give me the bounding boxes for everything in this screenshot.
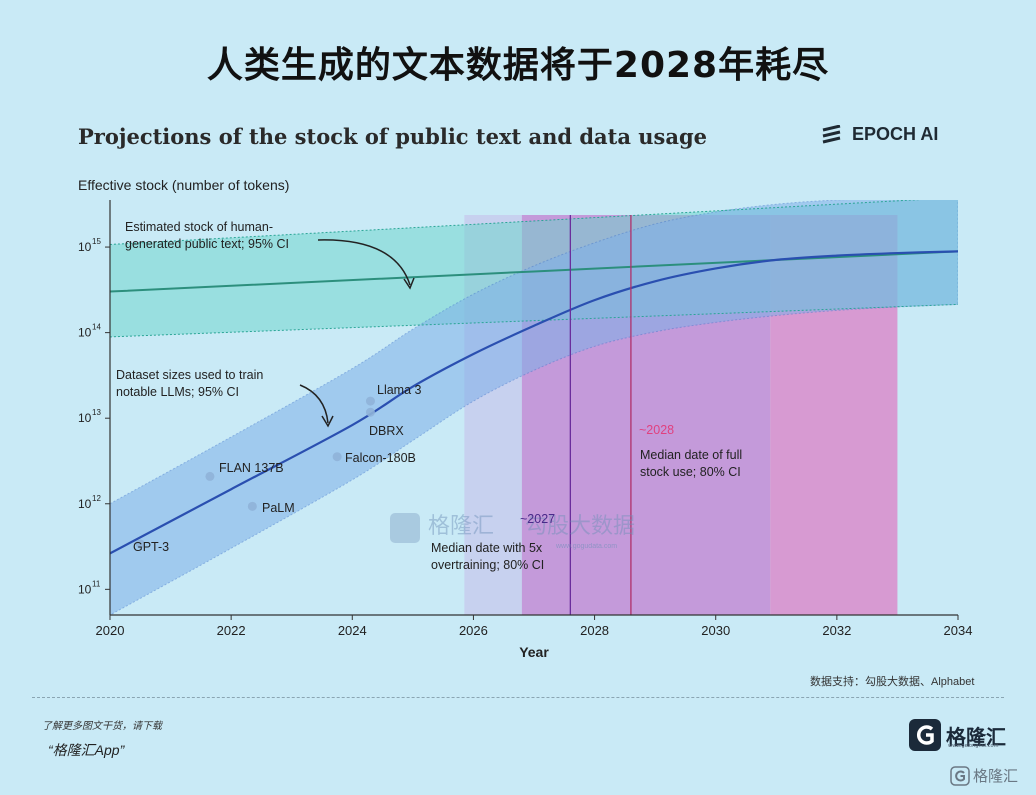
stock-annotation-line2: generated public text; 95% CI (125, 237, 289, 251)
x-tick-label: 2026 (459, 623, 488, 638)
footer-app-name: “格隆汇App” (48, 742, 125, 758)
marker-label-2028: ~2028 (639, 423, 674, 437)
x-tick-label: 2024 (338, 623, 367, 638)
y-tick-label: 10 (78, 411, 92, 425)
x-tick-label: 2028 (580, 623, 609, 638)
gelonghui-logo-icon (909, 719, 941, 751)
overtraining-annotation-line1: Median date with 5x (431, 541, 543, 555)
stock-annotation-arrow (317, 239, 411, 286)
fulluse-annotation-line1: Median date of full (640, 448, 742, 462)
plot-area (110, 200, 958, 615)
x-tick-label: 2020 (96, 623, 125, 638)
epoch-ai-logo: EPOCH AI (820, 124, 938, 145)
dataset-annotation-line1: Dataset sizes used to train (116, 368, 263, 382)
model-label-palm: PaLM (262, 501, 295, 515)
model-point-gpt-3 (135, 539, 145, 549)
chart-title: Projections of the stock of public text … (78, 124, 708, 149)
x-tick-label: 2032 (822, 623, 851, 638)
y-tick-exponent: 14 (92, 323, 101, 332)
watermark-text-2: 勾股大数据 (525, 514, 635, 539)
model-point-palm (247, 501, 257, 511)
dataset-ci-band (110, 200, 958, 615)
x-axis-label: Year (519, 644, 549, 660)
watermark-text: 格隆汇 (428, 514, 494, 539)
x-tick-label: 2022 (217, 623, 246, 638)
model-label-gpt-3: GPT-3 (133, 540, 169, 554)
corner-watermark-text: 格隆汇 (973, 767, 1019, 785)
y-tick-exponent: 15 (92, 237, 101, 246)
footer-note: 了解更多图文干货，请下载 (42, 721, 162, 732)
model-label-dbrx: DBRX (369, 424, 404, 438)
y-axis-label: Effective stock (number of tokens) (78, 177, 290, 193)
model-point-dbrx (365, 407, 375, 417)
watermark-icon (390, 513, 420, 543)
model-label-falcon-180b: Falcon-180B (345, 451, 416, 465)
marker-label-2027: ~2027 (520, 512, 555, 526)
y-tick-label: 10 (78, 497, 92, 511)
corner-watermark: 格隆汇 (950, 765, 1018, 786)
model-label-llama-3: Llama 3 (377, 383, 422, 397)
brand-name: EPOCH AI (852, 124, 939, 144)
epoch-logo-icon (822, 124, 841, 143)
y-tick-exponent: 11 (92, 579, 101, 588)
stock-annotation-line1: Estimated stock of human- (125, 220, 273, 234)
y-tick-exponent: 13 (92, 408, 101, 417)
y-tick-label: 10 (78, 240, 92, 254)
page-headline: 人类生成的文本数据将于2028年耗尽 (206, 45, 830, 86)
stock-annotation-arrowhead (403, 277, 415, 290)
footer-divider (32, 697, 1004, 698)
model-point-llama-3 (365, 396, 375, 406)
dataset-annotation-line2: notable LLMs; 95% CI (116, 385, 239, 399)
data-source: 数据支持：勾股大数据、Alphabet (810, 676, 975, 688)
watermark-url: www.gogudata.com (555, 543, 617, 550)
corner-logo-icon (950, 765, 970, 786)
gelonghui-logo: 格隆汇 www.gelonghui.com (908, 718, 1006, 752)
dataset-annotation-arrow (299, 384, 329, 424)
y-tick-label: 10 (78, 326, 92, 340)
y-tick-exponent: 12 (92, 494, 101, 503)
y-tick-label: 10 (78, 582, 92, 596)
stock-ci-lower (110, 303, 958, 338)
stock-median-line (110, 250, 958, 293)
x-tick-label: 2034 (944, 623, 973, 638)
overtraining-annotation-line2: overtraining; 80% CI (431, 558, 544, 572)
model-point-falcon-180b (332, 452, 342, 462)
stock-ci-upper (110, 200, 921, 245)
x-tick-label: 2030 (701, 623, 730, 638)
gelonghui-logo-text: 格隆汇 (946, 724, 1006, 749)
fulluse-annotation-line2: stock use; 80% CI (640, 465, 741, 479)
dataset-median-line (110, 250, 958, 555)
gelonghui-logo-url: www.gelonghui.com (948, 743, 999, 749)
model-label-flan-137b: FLAN 137B (219, 461, 284, 475)
dataset-annotation-arrowhead (321, 415, 334, 428)
model-point-flan-137b (205, 471, 215, 481)
